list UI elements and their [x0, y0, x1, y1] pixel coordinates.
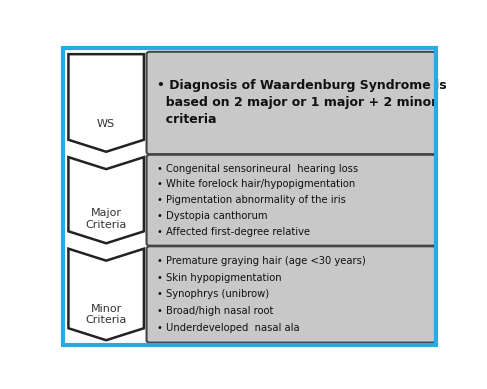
Text: Minor
Criteria: Minor Criteria — [86, 303, 127, 325]
Text: • White forelock hair/hypopigmentation: • White forelock hair/hypopigmentation — [157, 179, 356, 189]
Text: • Broad/high nasal root: • Broad/high nasal root — [157, 306, 274, 316]
FancyBboxPatch shape — [147, 246, 436, 343]
FancyBboxPatch shape — [147, 155, 436, 246]
Text: • Synophrys (unibrow): • Synophrys (unibrow) — [157, 289, 269, 300]
Polygon shape — [68, 157, 144, 243]
Text: • Skin hypopigmentation: • Skin hypopigmentation — [157, 273, 282, 282]
FancyBboxPatch shape — [147, 52, 436, 154]
Text: • Dystopia canthorum: • Dystopia canthorum — [157, 211, 268, 221]
Text: • Affected first-degree relative: • Affected first-degree relative — [157, 227, 310, 237]
Text: Major
Criteria: Major Criteria — [86, 208, 127, 230]
Text: • Pigmentation abnormality of the iris: • Pigmentation abnormality of the iris — [157, 195, 346, 205]
Polygon shape — [68, 249, 144, 340]
Polygon shape — [68, 54, 144, 152]
Text: WS: WS — [97, 119, 115, 130]
Text: • Underdeveloped  nasal ala: • Underdeveloped nasal ala — [157, 323, 300, 333]
Text: • Premature graying hair (age <30 years): • Premature graying hair (age <30 years) — [157, 256, 366, 266]
Text: • Diagnosis of Waardenburg Syndrome is
  based on 2 major or 1 major + 2 minor
 : • Diagnosis of Waardenburg Syndrome is b… — [157, 79, 447, 126]
Text: • Congenital sensorineural  hearing loss: • Congenital sensorineural hearing loss — [157, 164, 358, 173]
